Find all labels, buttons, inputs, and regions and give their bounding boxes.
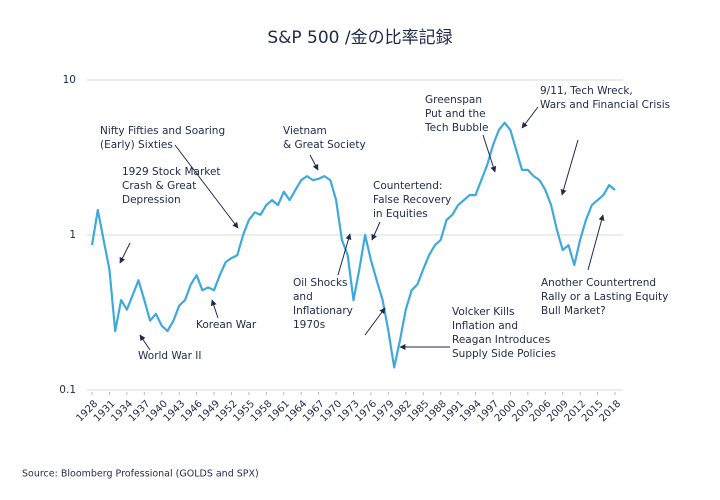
annotation: Nifty Fifties and Soaring (Early) Sixties	[100, 125, 225, 151]
arrows	[119, 106, 605, 351]
arrow	[587, 214, 605, 271]
annotation-line: and	[293, 291, 313, 303]
annotation-line: Vietnam	[283, 125, 327, 137]
arrow	[139, 334, 151, 351]
annotation-line: Supply Side Policies	[452, 348, 556, 360]
annotation-line: 1970s	[293, 319, 325, 331]
arrow	[174, 144, 239, 229]
arrow	[309, 154, 319, 171]
annotation-line: (Early) Sixties	[100, 139, 173, 151]
annotation-line: & Great Society	[283, 139, 366, 151]
annotation: Vietnam & Great Society	[283, 125, 366, 151]
annotation-line: 9/11, Tech Wreck,	[540, 85, 633, 97]
arrow	[210, 299, 219, 319]
annotation-line: Oil Shocks	[293, 277, 348, 289]
annotation-line: Depression	[122, 194, 181, 206]
data-line	[90, 121, 616, 369]
annotation-line: Reagan Introduces	[452, 334, 550, 346]
annotation-line: Another Countertrend	[541, 277, 656, 289]
arrow	[119, 242, 131, 264]
annotation: Oil Shocks and Inflationary 1970s	[293, 277, 353, 331]
annotation-line: Crash & Great	[122, 180, 196, 192]
annotation-line: Greenspan	[425, 94, 482, 106]
source-note: Source: Bloomberg Professional (GOLDS an…	[22, 469, 259, 480]
arrow	[364, 307, 386, 336]
annotation: 9/11, Tech Wreck, Wars and Financial Cris…	[540, 85, 670, 111]
annotation: 1929 Stock Market Crash & Great Depression	[122, 166, 221, 206]
annotation-line: World War II	[138, 350, 201, 362]
annotation: World War II	[138, 350, 201, 362]
annotation-line: Rally or a Lasting Equity	[541, 291, 668, 303]
arrow	[482, 134, 497, 173]
annotation-line: Put and the	[425, 108, 486, 120]
arrow	[560, 139, 579, 196]
arrow	[371, 221, 381, 241]
y-tick-label: 1	[69, 229, 76, 241]
annotation: Greenspan Put and the Tech Bubble	[424, 94, 488, 134]
y-tick-label: 0.1	[59, 384, 76, 396]
annotation: Another Countertrend Rally or a Lasting E…	[541, 277, 668, 317]
arrow	[521, 106, 539, 129]
annotation-line: False Recovery	[373, 194, 451, 206]
annotation-line: Inflation and	[452, 320, 518, 332]
annotation-line: Volcker Kills	[452, 306, 514, 318]
annotation: Volcker Kills Inflation and Reagan Introdu…	[452, 306, 556, 360]
chart-title: S&P 500 /金の比率記録	[267, 28, 452, 48]
annotation-line: Bull Market?	[541, 305, 606, 317]
annotation-line: Countertend:	[373, 180, 442, 192]
annotation-line: in Equities	[373, 208, 428, 220]
annotation-line: Nifty Fifties and Soaring	[100, 125, 225, 137]
annotation-line: Inflationary	[293, 305, 353, 317]
annotation-line: Korean War	[196, 319, 257, 331]
annotation-line: Tech Bubble	[424, 122, 488, 134]
annotation-line: 1929 Stock Market	[122, 166, 221, 178]
annotation: Countertend: False Recovery in Equities	[373, 180, 451, 220]
annotation-line: Wars and Financial Crisis	[540, 99, 670, 111]
arrow	[337, 233, 352, 276]
annotation: Korean War	[196, 319, 257, 331]
y-tick-label: 10	[63, 74, 76, 86]
